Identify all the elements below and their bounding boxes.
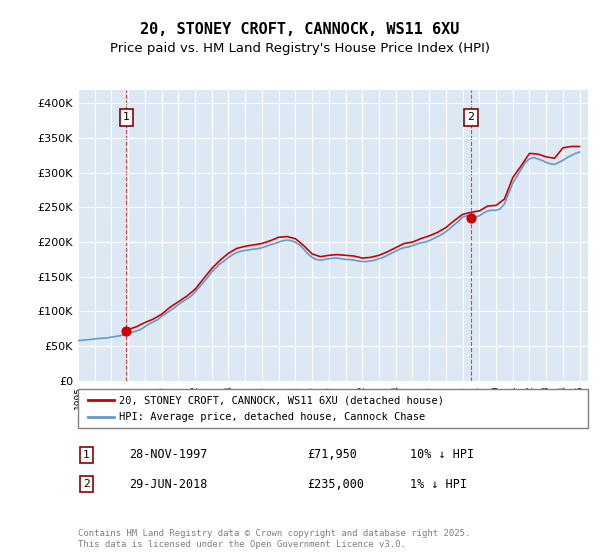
Text: 29-JUN-2018: 29-JUN-2018 bbox=[129, 478, 208, 491]
Text: £235,000: £235,000 bbox=[308, 478, 365, 491]
Text: HPI: Average price, detached house, Cannock Chase: HPI: Average price, detached house, Cann… bbox=[119, 412, 425, 422]
Text: 20, STONEY CROFT, CANNOCK, WS11 6XU (detached house): 20, STONEY CROFT, CANNOCK, WS11 6XU (det… bbox=[119, 395, 444, 405]
Text: £71,950: £71,950 bbox=[308, 449, 358, 461]
Text: 28-NOV-1997: 28-NOV-1997 bbox=[129, 449, 208, 461]
Text: 2: 2 bbox=[467, 113, 475, 122]
Text: 20, STONEY CROFT, CANNOCK, WS11 6XU: 20, STONEY CROFT, CANNOCK, WS11 6XU bbox=[140, 22, 460, 38]
Point bbox=[122, 326, 131, 335]
Text: Price paid vs. HM Land Registry's House Price Index (HPI): Price paid vs. HM Land Registry's House … bbox=[110, 42, 490, 55]
Text: 1% ↓ HPI: 1% ↓ HPI bbox=[409, 478, 467, 491]
Point bbox=[466, 213, 476, 222]
Text: Contains HM Land Registry data © Crown copyright and database right 2025.
This d: Contains HM Land Registry data © Crown c… bbox=[78, 529, 470, 549]
Text: 10% ↓ HPI: 10% ↓ HPI bbox=[409, 449, 473, 461]
Text: 1: 1 bbox=[123, 113, 130, 122]
FancyBboxPatch shape bbox=[78, 389, 588, 428]
Text: 2: 2 bbox=[83, 479, 90, 489]
Text: 1: 1 bbox=[83, 450, 90, 460]
